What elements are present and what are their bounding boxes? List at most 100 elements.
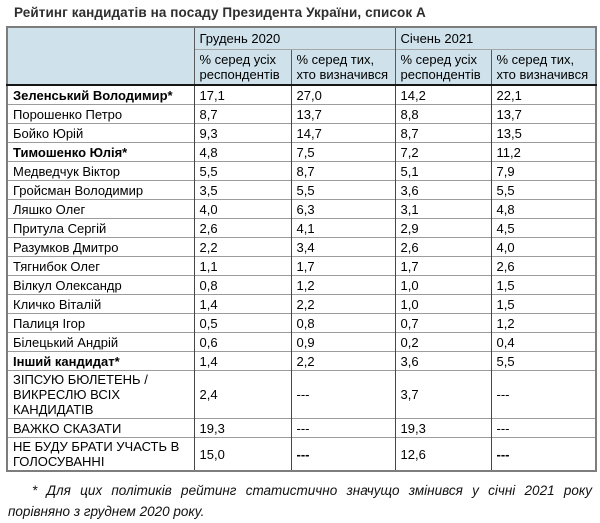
column-group-december-2020: Грудень 2020 (193, 26, 396, 50)
rating-value: 4,0 (193, 199, 291, 219)
rating-value: 7,2 (394, 142, 492, 162)
table-row: Тягнибок Олег 1,1 1,7 1,7 2,6 (6, 256, 597, 276)
rating-value: 4,5 (490, 218, 597, 238)
rating-value: --- (290, 370, 396, 419)
footnote: * Для цих політиків рейтинг статистично … (8, 483, 592, 519)
table-row: Кличко Віталій 1,4 2,2 1,0 1,5 (6, 294, 597, 314)
rating-value: 1,0 (394, 294, 492, 314)
rating-value: 6,3 (290, 199, 396, 219)
table-body: Зеленський Володимир* 17,1 27,0 14,2 22,1 Пор… (6, 84, 597, 471)
rating-value: 5,5 (490, 351, 597, 371)
rating-value: 22,1 (490, 84, 597, 105)
candidate-name: Білецький Андрій (6, 332, 194, 352)
rating-value: 0,5 (193, 313, 291, 333)
table-row: Притула Сергій 2,6 4,1 2,9 4,5 (6, 218, 597, 238)
rating-value: 0,8 (193, 275, 291, 295)
rating-value: 5,5 (490, 180, 597, 200)
rating-value: 7,5 (290, 142, 396, 162)
rating-value: 14,2 (394, 84, 492, 105)
rating-value: 1,0 (394, 275, 492, 295)
rating-value: 4,8 (490, 199, 597, 219)
rating-value: 2,9 (394, 218, 492, 238)
candidate-name: Гройсман Володимир (6, 180, 194, 200)
rating-value: 0,9 (290, 332, 396, 352)
rating-value: 5,5 (193, 161, 291, 181)
rating-value: 12,6 (394, 437, 492, 471)
rating-value: 13,7 (290, 104, 396, 124)
rating-value: 1,7 (290, 256, 396, 276)
table-row: Палиця Ігор 0,5 0,8 0,7 1,2 (6, 313, 597, 333)
candidate-name: Разумков Дмитро (6, 237, 194, 257)
rating-value: 1,2 (290, 275, 396, 295)
rating-value: 1,7 (394, 256, 492, 276)
rating-value: 1,1 (193, 256, 291, 276)
candidate-name: ЗІПСУЮ БЮЛЕТЕНЬ / ВИКРЕСЛЮ ВСІХ КАНДИДАТ… (6, 370, 194, 419)
table-row: Порошенко Петро 8,7 13,7 8,8 13,7 (6, 104, 597, 124)
table-row: Вілкул Олександр 0,8 1,2 1,0 1,5 (6, 275, 597, 295)
rating-value: --- (490, 418, 597, 438)
rating-value: 8,7 (193, 104, 291, 124)
table-row: Гройсман Володимир 3,5 5,5 3,6 5,5 (6, 180, 597, 200)
table-row: Ляшко Олег 4,0 6,3 3,1 4,8 (6, 199, 597, 219)
rating-value: 13,5 (490, 123, 597, 143)
rating-value: 1,4 (193, 351, 291, 371)
candidate-name: Бойко Юрій (6, 123, 194, 143)
candidate-name: Тягнибок Олег (6, 256, 194, 276)
candidate-name: Тимошенко Юлія* (6, 142, 194, 162)
rating-value: 8,7 (394, 123, 492, 143)
table-row: Білецький Андрій 0,6 0,9 0,2 0,4 (6, 332, 597, 352)
rating-value: 1,5 (490, 294, 597, 314)
rating-value: 0,6 (193, 332, 291, 352)
table-row: Разумков Дмитро 2,2 3,4 2,6 4,0 (6, 237, 597, 257)
candidate-name: Вілкул Олександр (6, 275, 194, 295)
table-row: Бойко Юрій 9,3 14,7 8,7 13,5 (6, 123, 597, 143)
candidate-name: Інший кандидат* (6, 351, 194, 371)
subheader-jan-all-respondents: % серед усіх респондентів (394, 49, 492, 86)
rating-value: 1,2 (490, 313, 597, 333)
rating-value: 4,0 (490, 237, 597, 257)
table-row: Зеленський Володимир* 17,1 27,0 14,2 22,1 (6, 84, 597, 105)
candidate-name: Палиця Ігор (6, 313, 194, 333)
rating-value: 2,6 (394, 237, 492, 257)
table-row: Тимошенко Юлія* 4,8 7,5 7,2 11,2 (6, 142, 597, 162)
rating-value: --- (290, 437, 396, 471)
subheader-dec-all-respondents: % серед усіх респондентів (193, 49, 291, 86)
rating-value: 14,7 (290, 123, 396, 143)
page-title: Рейтинг кандидатів на посаду Президента … (14, 5, 426, 20)
rating-value: 0,7 (394, 313, 492, 333)
rating-value: 2,2 (290, 294, 396, 314)
rating-value: --- (290, 418, 396, 438)
rating-value: 1,5 (490, 275, 597, 295)
rating-value: 7,9 (490, 161, 597, 181)
table-row: НЕ БУДУ БРАТИ УЧАСТЬ В ГОЛОСУВАННІ 15,0 --… (6, 437, 597, 471)
rating-value: --- (490, 437, 597, 471)
candidate-name: Ляшко Олег (6, 199, 194, 219)
rating-value: 17,1 (193, 84, 291, 105)
rating-value: 2,2 (290, 351, 396, 371)
rating-value: 27,0 (290, 84, 396, 105)
candidate-name: Притула Сергій (6, 218, 194, 238)
rating-value: 8,7 (290, 161, 396, 181)
rating-value: 3,6 (394, 180, 492, 200)
candidate-ratings-table: Грудень 2020 Січень 2021 % серед усіх ре… (6, 26, 598, 472)
rating-value: --- (490, 370, 597, 419)
rating-value: 2,6 (193, 218, 291, 238)
rating-value: 11,2 (490, 142, 597, 162)
rating-value: 8,8 (394, 104, 492, 124)
rating-value: 0,2 (394, 332, 492, 352)
candidate-name: Кличко Віталій (6, 294, 194, 314)
rating-value: 19,3 (394, 418, 492, 438)
table-header: Грудень 2020 Січень 2021 % серед усіх ре… (6, 26, 597, 86)
rating-value: 3,1 (394, 199, 492, 219)
candidate-name: НЕ БУДУ БРАТИ УЧАСТЬ В ГОЛОСУВАННІ (6, 437, 194, 471)
rating-value: 2,6 (490, 256, 597, 276)
column-group-january-2021: Січень 2021 (394, 26, 597, 50)
candidate-name: Медведчук Віктор (6, 161, 194, 181)
rating-value: 15,0 (193, 437, 291, 471)
rating-value: 4,8 (193, 142, 291, 162)
rating-value: 4,1 (290, 218, 396, 238)
rating-value: 2,2 (193, 237, 291, 257)
rating-value: 3,6 (394, 351, 492, 371)
empty-corner-header-cell (6, 26, 194, 86)
table-row: Медведчук Віктор 5,5 8,7 5,1 7,9 (6, 161, 597, 181)
